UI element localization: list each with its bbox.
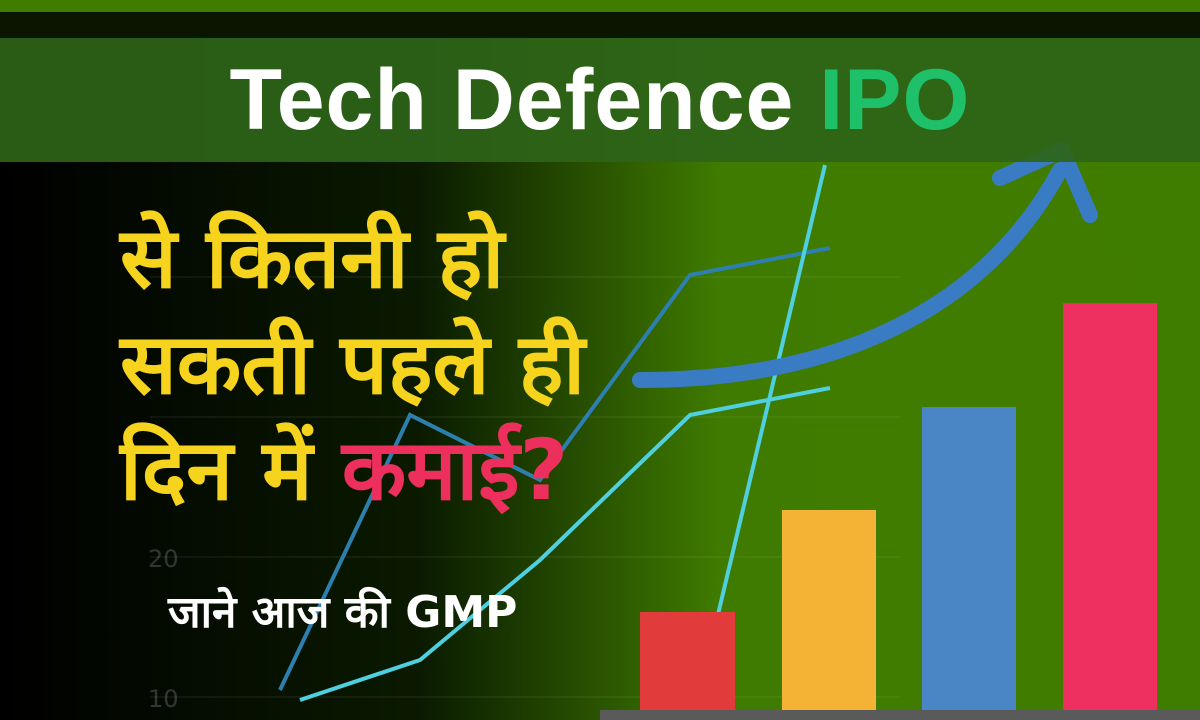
headline-line-row: दिन में कमाई? xyxy=(120,417,585,523)
title-highlight: IPO xyxy=(819,52,971,148)
line-cyan xyxy=(299,386,831,702)
title-text: Tech Defence xyxy=(229,52,795,148)
headline: से कितनी हो सकती पहले ही दिन में कमाई? xyxy=(120,205,585,523)
top-strip xyxy=(0,0,1200,12)
headline-line: से कितनी हो xyxy=(120,209,505,307)
bg-label: 10 xyxy=(148,685,179,713)
headline-line: सकती पहले ही xyxy=(120,315,586,413)
bar xyxy=(1063,303,1157,712)
top-dark xyxy=(0,12,1200,38)
grid xyxy=(150,276,900,698)
line-blue xyxy=(278,246,831,691)
arrow xyxy=(632,162,1068,388)
line-steep xyxy=(698,164,827,691)
bg-label: 20 xyxy=(148,545,179,573)
bar xyxy=(922,407,1016,712)
title: Tech Defence IPO xyxy=(0,38,1200,162)
headline-highlight: कमाई? xyxy=(341,421,569,519)
bar xyxy=(782,510,876,712)
headline-line: दिन में xyxy=(120,421,313,519)
title-banner xyxy=(0,38,1200,162)
bar xyxy=(640,612,735,712)
floor xyxy=(600,710,1200,720)
subtitle: जाने आज की GMP xyxy=(168,587,518,638)
